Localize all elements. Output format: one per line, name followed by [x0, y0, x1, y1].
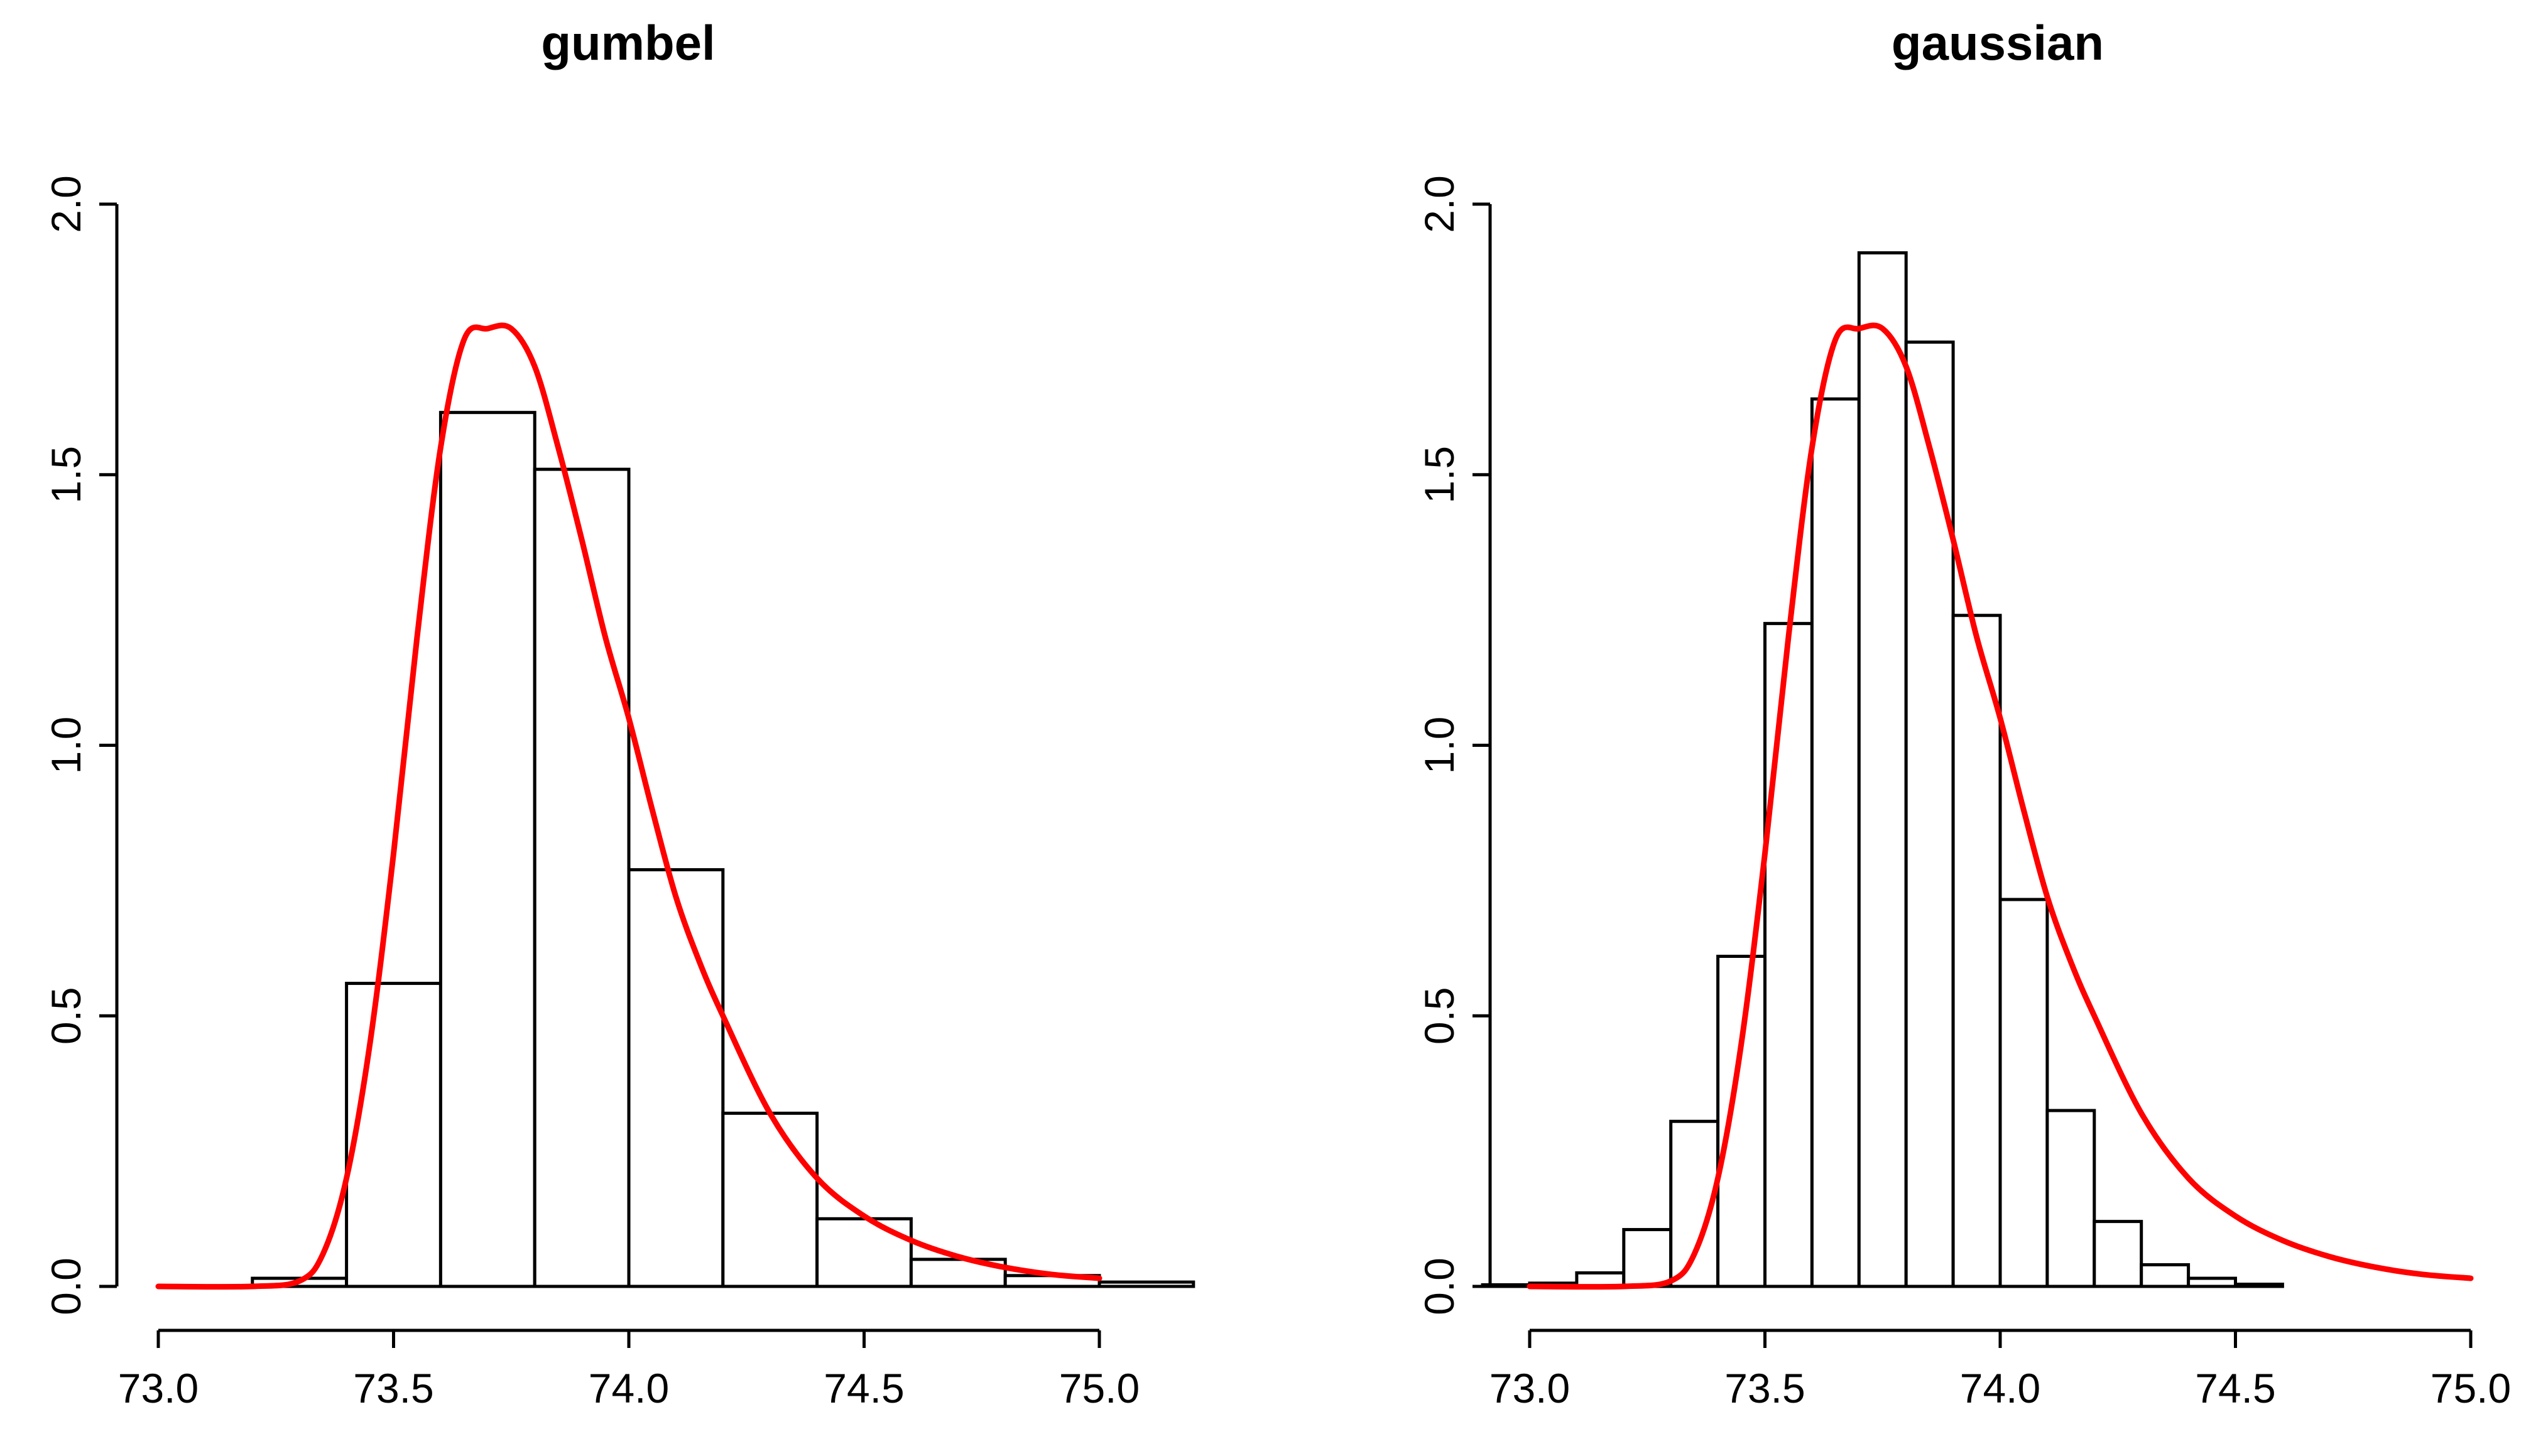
y-tick-label: 2.0: [1416, 175, 1462, 233]
density-curve: [1527, 322, 2474, 1290]
chart-title: gumbel: [541, 15, 715, 70]
histogram-bar: [2234, 1283, 2284, 1288]
histogram-bar: [721, 1111, 819, 1288]
x-tick-label: 73.0: [118, 1365, 199, 1411]
histogram-bar: [1857, 251, 1908, 1288]
histogram-bar: [1951, 614, 2002, 1288]
histogram-bar: [1998, 898, 2049, 1288]
chart-panel-gaussian: gaussian 0.0 0.5 1.0 1.5 2.0 73.0 73.5 74.0 74.5 7…: [1416, 15, 2511, 1411]
histogram-bar: [2045, 1109, 2096, 1288]
histogram-bar: [1810, 397, 1861, 1288]
histogram-bar: [1097, 1280, 1195, 1288]
x-tick-label: 73.5: [353, 1365, 433, 1411]
histogram-bar: [627, 868, 725, 1288]
histogram-bar: [1904, 340, 1955, 1288]
chart-title: gaussian: [1892, 15, 2104, 70]
x-tick-label: 74.5: [2195, 1365, 2275, 1411]
y-tick-label: 0.0: [43, 1258, 89, 1315]
x-tick-label: 73.0: [1489, 1365, 1570, 1411]
histogram-bar: [345, 982, 442, 1288]
histogram-bar: [1716, 954, 1767, 1288]
x-tick-label: 74.0: [1960, 1365, 2040, 1411]
histogram-bar: [438, 411, 536, 1288]
histogram-bar: [815, 1217, 913, 1288]
x-tick-label: 73.5: [1724, 1365, 1805, 1411]
histogram-bar: [2187, 1276, 2238, 1288]
chart-panel-gumbel: gumbel 0.0 0.5 1.0 1.5 2.0 73.0 73.5 74.0 74.5 75.…: [43, 15, 1195, 1411]
density-curve: [155, 322, 1102, 1290]
y-tick-label: 1.0: [43, 717, 89, 774]
y-tick-label: 1.5: [43, 446, 89, 504]
histogram-bar: [2093, 1220, 2143, 1288]
x-tick-label: 74.0: [589, 1365, 669, 1411]
x-tick-label: 75.0: [2431, 1365, 2511, 1411]
y-tick-label: 0.0: [1416, 1258, 1462, 1315]
histogram-bar: [1622, 1228, 1673, 1288]
y-tick-label: 2.0: [43, 175, 89, 233]
y-tick-label: 1.0: [1416, 717, 1462, 774]
x-tick-label: 74.5: [824, 1365, 904, 1411]
histogram-bar: [533, 467, 631, 1288]
histogram-bar: [1763, 622, 1814, 1288]
y-tick-label: 0.5: [1416, 987, 1462, 1045]
x-tick-label: 75.0: [1059, 1365, 1140, 1411]
y-tick-label: 1.5: [1416, 446, 1462, 504]
y-tick-label: 0.5: [43, 987, 89, 1045]
histogram-bar: [2140, 1263, 2191, 1288]
